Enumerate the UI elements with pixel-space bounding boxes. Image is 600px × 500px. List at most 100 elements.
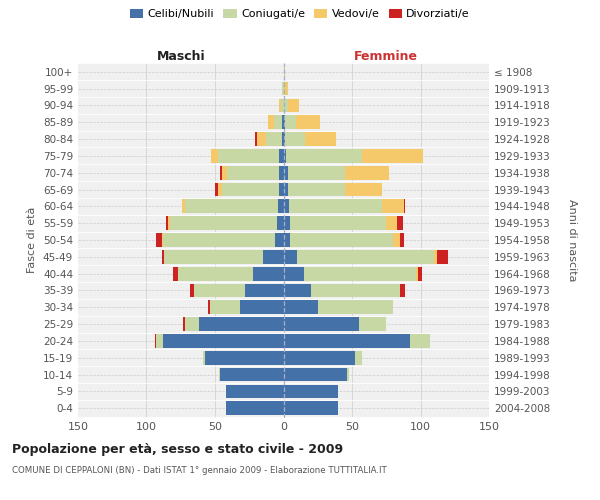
Legend: Celibi/Nubili, Coniugati/e, Vedovi/e, Divorziati/e: Celibi/Nubili, Coniugati/e, Vedovi/e, Di… <box>127 6 473 22</box>
Bar <box>345 166 389 179</box>
Bar <box>362 149 423 163</box>
Bar <box>245 284 284 298</box>
Bar <box>284 65 285 78</box>
Bar <box>397 216 403 230</box>
Bar <box>393 233 400 247</box>
Bar <box>284 98 287 112</box>
Bar <box>284 402 338 415</box>
Bar <box>281 98 284 112</box>
Bar <box>203 351 205 364</box>
Bar <box>296 116 320 129</box>
Bar <box>305 132 335 146</box>
Bar <box>161 233 163 247</box>
Bar <box>290 216 386 230</box>
Bar <box>184 317 185 331</box>
Bar <box>211 149 218 163</box>
Bar <box>226 402 284 415</box>
Bar <box>222 182 280 196</box>
Bar <box>226 384 284 398</box>
Bar <box>284 250 297 264</box>
Bar <box>284 317 359 331</box>
Bar <box>280 166 284 179</box>
Y-axis label: Fasce di età: Fasce di età <box>28 207 37 273</box>
Bar <box>284 166 287 179</box>
Bar <box>263 250 284 264</box>
Bar <box>194 284 245 298</box>
Bar <box>284 200 289 213</box>
Bar <box>215 182 218 196</box>
Bar <box>287 98 299 112</box>
Bar <box>284 300 318 314</box>
Text: Maschi: Maschi <box>157 50 205 64</box>
Bar <box>199 317 284 331</box>
Bar <box>156 233 161 247</box>
Bar <box>253 267 284 280</box>
Bar <box>185 200 278 213</box>
Bar <box>284 182 287 196</box>
Bar <box>287 182 345 196</box>
Bar <box>205 351 284 364</box>
Bar <box>284 116 285 129</box>
Bar <box>275 233 284 247</box>
Bar <box>386 216 397 230</box>
Bar <box>434 250 437 264</box>
Bar <box>222 166 227 179</box>
Bar <box>218 182 222 196</box>
Bar <box>173 267 178 280</box>
Bar <box>166 216 169 230</box>
Bar <box>190 284 194 298</box>
Text: Femmine: Femmine <box>354 50 418 64</box>
Bar <box>220 368 284 382</box>
Bar <box>437 250 448 264</box>
Bar <box>359 317 386 331</box>
Bar <box>289 200 382 213</box>
Text: COMUNE DI CEPPALONI (BN) - Dati ISTAT 1° gennaio 2009 - Elaborazione TUTTITALIA.: COMUNE DI CEPPALONI (BN) - Dati ISTAT 1°… <box>12 466 387 475</box>
Bar <box>169 216 170 230</box>
Bar <box>178 267 253 280</box>
Bar <box>155 334 156 348</box>
Bar <box>164 250 263 264</box>
Bar <box>284 368 347 382</box>
Bar <box>266 132 282 146</box>
Bar <box>400 233 404 247</box>
Bar <box>208 300 209 314</box>
Bar <box>209 300 239 314</box>
Bar <box>290 233 393 247</box>
Bar <box>255 132 257 146</box>
Bar <box>284 384 338 398</box>
Bar <box>410 334 430 348</box>
Bar <box>404 200 406 213</box>
Bar <box>182 200 185 213</box>
Bar <box>355 351 362 364</box>
Bar <box>318 300 393 314</box>
Bar <box>284 82 285 96</box>
Bar <box>163 334 284 348</box>
Bar <box>218 149 280 163</box>
Bar <box>220 166 222 179</box>
Bar <box>284 267 304 280</box>
Bar <box>382 200 404 213</box>
Bar <box>280 182 284 196</box>
Bar <box>156 334 163 348</box>
Bar <box>287 166 345 179</box>
Bar <box>347 368 349 382</box>
Bar <box>297 250 434 264</box>
Bar <box>277 216 284 230</box>
Bar <box>268 116 274 129</box>
Bar <box>285 132 305 146</box>
Text: Popolazione per età, sesso e stato civile - 2009: Popolazione per età, sesso e stato civil… <box>12 442 343 456</box>
Bar <box>345 182 382 196</box>
Bar <box>280 98 281 112</box>
Bar <box>257 132 266 146</box>
Bar <box>284 233 290 247</box>
Bar <box>170 216 277 230</box>
Bar <box>311 284 400 298</box>
Bar <box>304 267 416 280</box>
Y-axis label: Anni di nascita: Anni di nascita <box>567 198 577 281</box>
Bar <box>161 250 164 264</box>
Bar <box>285 116 296 129</box>
Bar <box>274 116 282 129</box>
Bar <box>284 334 410 348</box>
Bar <box>227 166 280 179</box>
Bar <box>284 351 355 364</box>
